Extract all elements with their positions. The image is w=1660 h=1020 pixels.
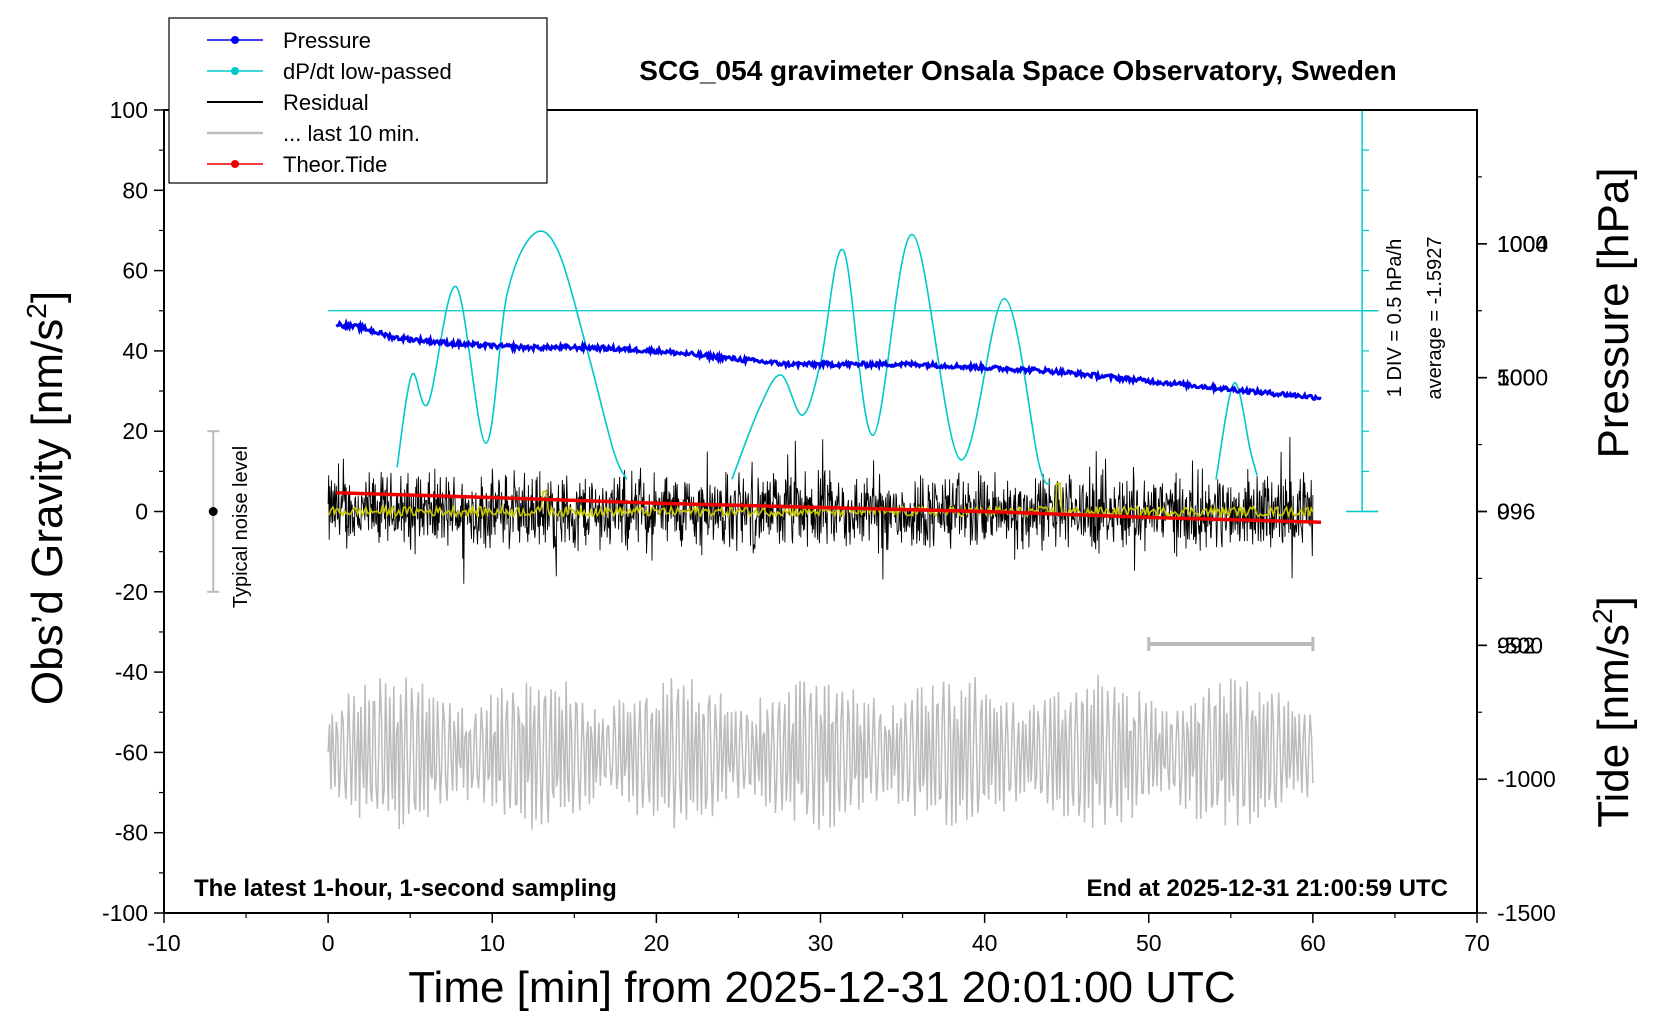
x-tick-label: 40 — [972, 930, 998, 956]
y-tick-label: -80 — [115, 820, 148, 846]
x-tick-label: 50 — [1136, 930, 1162, 956]
dpdt-line-segment-2 — [731, 233, 1051, 485]
y-axis-title-left: Obs’d Gravity [nm/s2] — [21, 291, 72, 705]
x-tick-label: 10 — [479, 930, 505, 956]
x-tick-label: 70 — [1464, 930, 1490, 956]
legend: Pressure dP/dt low-passed Residual ... l… — [168, 17, 548, 184]
tide-axis-title: Tide [nm/s2] — [1587, 596, 1638, 828]
tide-tick-label: 0 — [1497, 499, 1510, 525]
legend-entry-dpdt: dP/dt low-passed — [207, 59, 452, 84]
legend-marker-tide — [231, 160, 239, 168]
y-tick-label: 60 — [122, 258, 148, 284]
tide-tick-label: -1500 — [1497, 900, 1556, 926]
legend-entry-tide: Theor.Tide — [207, 152, 387, 177]
y-tick-label: -20 — [115, 579, 148, 605]
y-tick-label: 20 — [122, 418, 148, 444]
legend-entry-residual: Residual — [207, 90, 369, 115]
dpdt-line-segment-1 — [396, 230, 628, 480]
y-tick-label: 0 — [135, 499, 148, 525]
pressure-line — [335, 317, 1322, 401]
y-tick-label: -100 — [102, 900, 148, 926]
y-axis-title-left-end: ] — [23, 291, 72, 303]
x-tick-label: -10 — [147, 930, 180, 956]
y-tick-label: 80 — [122, 177, 148, 203]
legend-label-dpdt: dP/dt low-passed — [283, 59, 452, 84]
tide-line — [336, 491, 1322, 524]
legend-label-residual: Residual — [283, 90, 369, 115]
noise-level-marker — [208, 507, 218, 516]
x-tick-label: 60 — [1300, 930, 1326, 956]
tide-axis-title-sup: 2 — [1587, 608, 1618, 624]
legend-box — [168, 17, 548, 184]
pressure-tick-label: 1004 — [1497, 231, 1548, 257]
tick-layer: -10 0 10 20 30 40 50 60 70100806040200-20-40-60-… — [102, 97, 1556, 956]
y-tick-label: -60 — [115, 739, 148, 765]
pressure-tick-label: 992 — [1497, 632, 1535, 658]
legend-marker-dpdt — [231, 67, 239, 75]
noise-level-label: Typical noise level — [230, 446, 252, 608]
legend-marker-pressure — [231, 36, 239, 44]
legend-label-tide: Theor.Tide — [283, 152, 387, 177]
tide-axis-title-end: ] — [1589, 596, 1638, 608]
tide-tick-label: 500 — [1497, 365, 1535, 391]
residual-line — [327, 436, 1314, 584]
end-time-caption: End at 2025-12-31 21:00:59 UTC — [1087, 875, 1449, 902]
y-tick-label: 40 — [122, 338, 148, 364]
legend-entry-last10: ... last 10 min. — [207, 121, 420, 146]
y-axis-title-left-main: Obs’d Gravity [nm/s — [23, 319, 72, 705]
y-tick-label: -40 — [115, 659, 148, 685]
div-label: 1 DIV = 0.5 hPa/h — [1384, 239, 1406, 397]
series-layer — [207, 109, 1379, 830]
pressure-tick-label: 996 — [1497, 499, 1535, 525]
x-tick-label: 20 — [644, 930, 670, 956]
average-label: average = -1.5927 — [1424, 237, 1446, 400]
dpdt-line-segment-3 — [1215, 382, 1258, 480]
tide-tick-label: -1000 — [1497, 766, 1556, 792]
tide-tick-label: -500 — [1497, 632, 1543, 658]
pressure-tick-label: 1000 — [1497, 365, 1548, 391]
x-tick-label: 30 — [808, 930, 834, 956]
chart-title: SCG_054 gravimeter Onsala Space Observat… — [639, 55, 1396, 86]
legend-label-last10: ... last 10 min. — [283, 121, 420, 146]
tide-axis-title-main: Tide [nm/s — [1589, 624, 1638, 828]
pressure-axis-title: Pressure [hPa] — [1589, 167, 1638, 458]
legend-label-pressure: Pressure — [283, 28, 371, 53]
y-tick-label: 100 — [110, 97, 148, 123]
x-tick-label: 0 — [322, 930, 335, 956]
last-10-min-line — [327, 674, 1314, 830]
y-axis-title-left-sup: 2 — [21, 303, 52, 319]
sampling-caption: The latest 1-hour, 1-second sampling — [194, 875, 617, 902]
legend-entry-pressure: Pressure — [207, 28, 371, 53]
x-axis-title: Time [min] from 2025-12-31 20:01:00 UTC — [408, 963, 1235, 1012]
plot-frame — [163, 109, 1478, 914]
tide-tick-label: 1000 — [1497, 231, 1548, 257]
